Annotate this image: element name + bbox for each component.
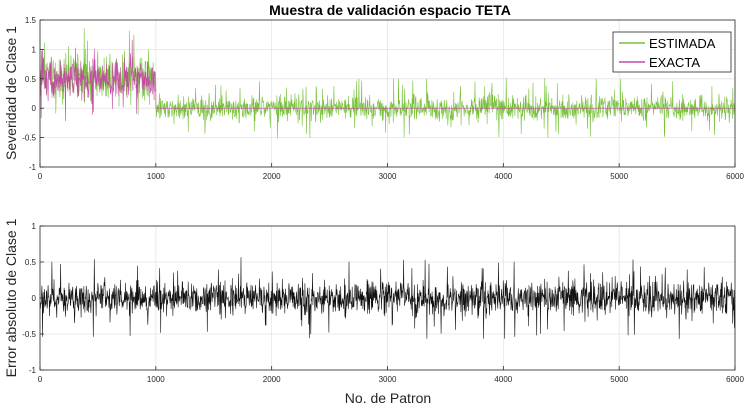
bottom-panel: 0 1000 2000 3000 4000 5000 6000 -1 -0.5 0 0.5 1 Er… [3, 218, 744, 406]
top-panel: 0 1000 2000 3000 4000 5000 6000 -1 -0.5 0 0.5 1 1.5… [3, 16, 744, 181]
figure-title: Muestra de validación espacio TETA [269, 2, 511, 18]
legend-box [612, 31, 732, 73]
bottom-x-tick-label: 0 [38, 375, 43, 384]
bottom-x-tick-label: 5000 [610, 375, 628, 384]
top-x-tick-label: 5000 [610, 172, 628, 181]
top-series-exacta [39, 39, 735, 122]
bottom-x-axis-label: No. de Patron [345, 390, 431, 406]
bottom-series-line-0 [39, 257, 736, 339]
top-y-tick-label: 0 [32, 104, 37, 113]
top-x-tick-label: 3000 [379, 172, 397, 181]
legend-label-estimada: ESTIMADA [649, 36, 716, 51]
bottom-y-tick-label: -1 [29, 366, 37, 375]
bottom-y-tick-label: 0.5 [25, 258, 37, 267]
bottom-x-tick-label: 2000 [263, 375, 281, 384]
legend: ESTIMADA EXACTA [612, 31, 732, 73]
bottom-series-error [39, 257, 736, 339]
bottom-x-tick-label: 6000 [726, 375, 744, 384]
top-x-tick-label: 4000 [494, 172, 512, 181]
top-x-ticks: 0 1000 2000 3000 4000 5000 6000 [38, 163, 744, 181]
bottom-y-tick-label: 1 [32, 222, 37, 231]
top-y-tick-label: -0.5 [22, 134, 36, 143]
bottom-x-ticks: 0 1000 2000 3000 4000 5000 6000 [38, 366, 744, 384]
top-series-line-1 [39, 39, 735, 122]
bottom-y-axis-label: Error absoluto de Clase 1 [3, 218, 19, 377]
bottom-y-ticks: -1 -0.5 0 0.5 1 [22, 222, 44, 375]
legend-label-exacta: EXACTA [649, 55, 700, 70]
bottom-y-tick-label: -0.5 [22, 330, 36, 339]
top-y-ticks: -1 -0.5 0 0.5 1 1.5 [22, 16, 44, 172]
bottom-y-tick-label: 0 [32, 294, 37, 303]
top-x-tick-label: 6000 [726, 172, 744, 181]
top-y-tick-label: 0.5 [25, 75, 37, 84]
top-x-tick-label: 1000 [147, 172, 165, 181]
top-x-tick-label: 0 [38, 172, 43, 181]
top-y-tick-label: 1 [32, 45, 37, 54]
top-y-axis-label: Severidad de Clase 1 [3, 26, 19, 160]
bottom-x-tick-label: 1000 [147, 375, 165, 384]
top-y-tick-label: -1 [29, 163, 37, 172]
bottom-x-tick-label: 3000 [379, 375, 397, 384]
top-x-tick-label: 2000 [263, 172, 281, 181]
bottom-x-tick-label: 4000 [494, 375, 512, 384]
top-y-tick-label: 1.5 [25, 16, 37, 25]
